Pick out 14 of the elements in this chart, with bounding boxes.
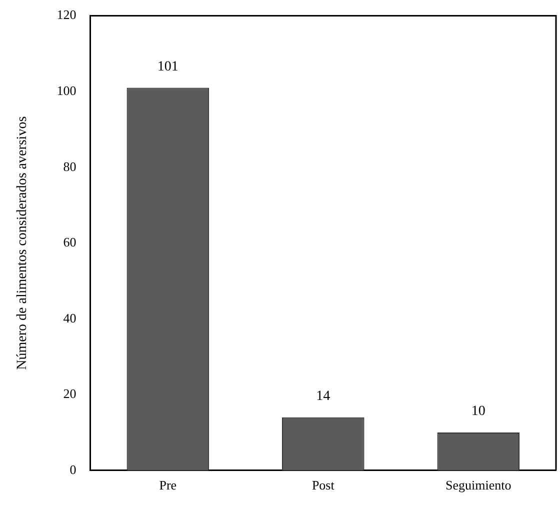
data-label: 101 (157, 59, 178, 74)
x-tick-label: Post (312, 478, 335, 493)
y-tick-label: 120 (56, 7, 76, 22)
y-tick-label: 60 (63, 234, 76, 250)
y-tick-label: 0 (70, 462, 76, 477)
y-tick-label: 100 (56, 82, 76, 98)
x-tick-label: Pre (159, 478, 177, 493)
data-label: 14 (316, 389, 330, 404)
y-axis-title: Número de alimentos considerados aversivos (15, 116, 30, 370)
x-tick-label: Seguimiento (446, 478, 512, 493)
y-tick-label: 40 (63, 310, 76, 326)
y-tick-label: 20 (63, 386, 76, 402)
data-label: 10 (471, 404, 486, 420)
y-tick-label: 80 (63, 158, 76, 174)
